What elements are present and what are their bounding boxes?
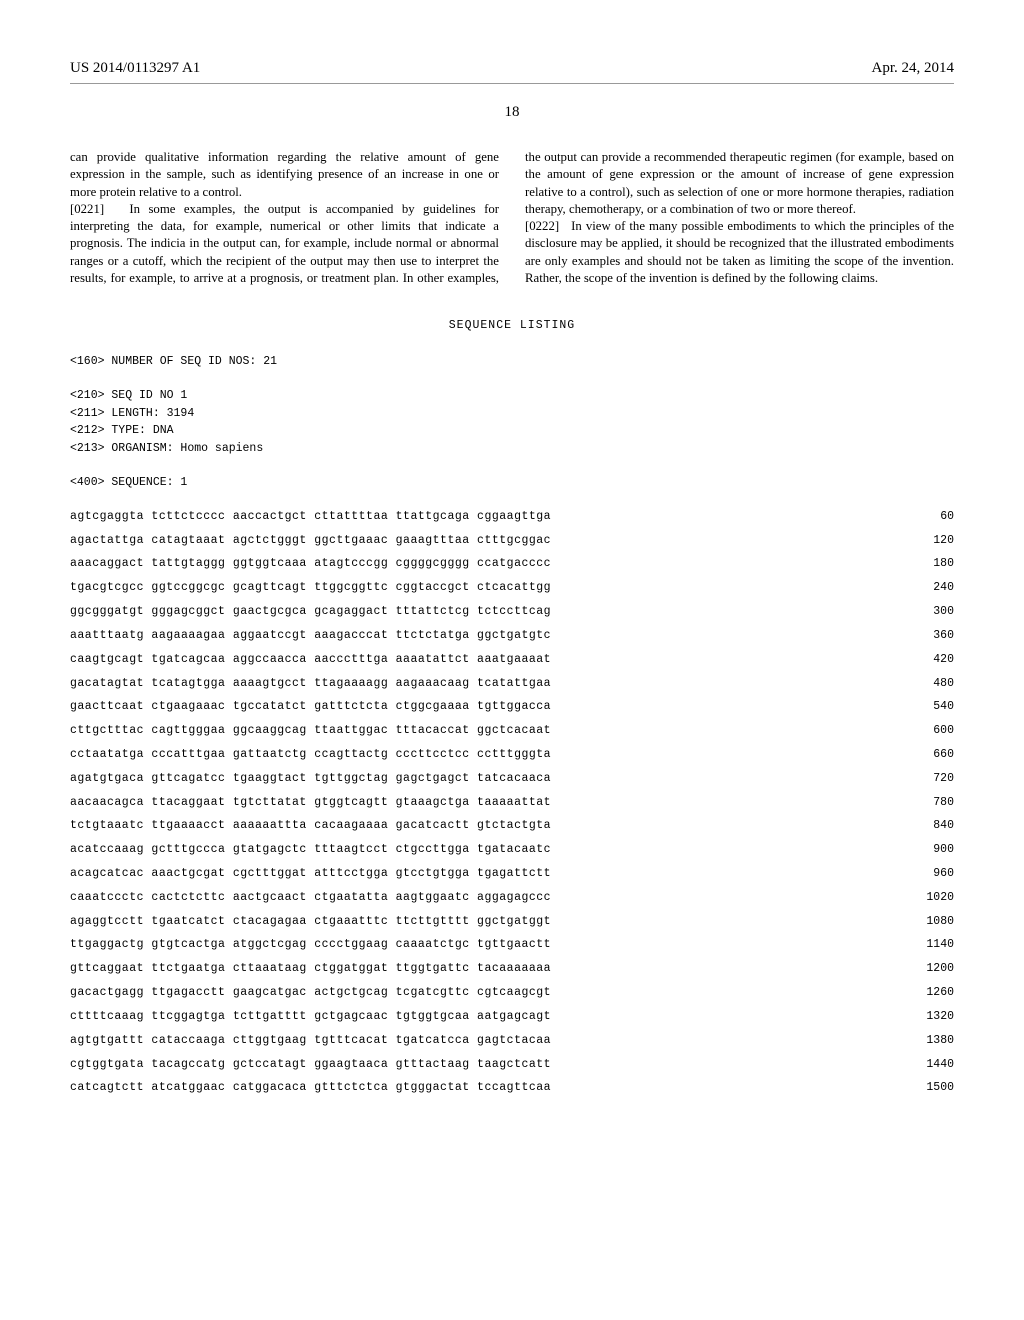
paragraph-text: can provide qualitative information rega… [70, 150, 499, 199]
paragraph-number: [0222] [525, 219, 559, 233]
sequence-data: agtgtgattt cataccaaga cttggtgaag tgtttca… [70, 1032, 551, 1050]
sequence-data: acatccaaag gctttgccca gtatgagctc tttaagt… [70, 841, 551, 859]
sequence-data: cttgctttac cagttgggaa ggcaaggcag ttaattg… [70, 722, 551, 740]
sequence-position: 600 [910, 722, 954, 740]
sequence-position: 300 [910, 603, 954, 621]
sequence-position: 1140 [910, 936, 954, 954]
sequence-position: 60 [910, 508, 954, 526]
sequence-position: 1200 [910, 960, 954, 978]
sequence-data: gacatagtat tcatagtgga aaaagtgcct ttagaaa… [70, 675, 551, 693]
sequence-row: aaatttaatg aagaaaagaa aggaatccgt aaagacc… [70, 627, 954, 645]
sequence-row: agtgtgattt cataccaaga cttggtgaag tgtttca… [70, 1032, 954, 1050]
paragraph-text: In view of the many possible embodiments… [525, 219, 954, 285]
seq-meta-211: <211> LENGTH: 3194 [70, 405, 954, 423]
sequence-data: agaggtcctt tgaatcatct ctacagagaa ctgaaat… [70, 913, 551, 931]
sequence-data: caagtgcagt tgatcagcaa aggccaacca aaccctt… [70, 651, 551, 669]
sequence-data: agactattga catagtaaat agctctgggt ggcttga… [70, 532, 551, 550]
sequence-position: 840 [910, 817, 954, 835]
sequence-data: gaacttcaat ctgaagaaac tgccatatct gatttct… [70, 698, 551, 716]
sequence-position: 1320 [910, 1008, 954, 1026]
sequence-row: aaacaggact tattgtaggg ggtggtcaaa atagtcc… [70, 555, 954, 573]
sequence-row: agatgtgaca gttcagatcc tgaaggtact tgttggc… [70, 770, 954, 788]
seq-meta-213: <213> ORGANISM: Homo sapiens [70, 440, 954, 458]
sequence-data: agtcgaggta tcttctcccc aaccactgct cttattt… [70, 508, 551, 526]
sequence-position: 1500 [910, 1079, 954, 1097]
sequence-data-block: agtcgaggta tcttctcccc aaccactgct cttattt… [70, 508, 954, 1097]
seq-meta-210: <210> SEQ ID NO 1 [70, 387, 954, 405]
sequence-position: 1080 [910, 913, 954, 931]
sequence-data: aaatttaatg aagaaaagaa aggaatccgt aaagacc… [70, 627, 551, 645]
sequence-row: ttgaggactg gtgtcactga atggctcgag cccctgg… [70, 936, 954, 954]
body-text-columns: can provide qualitative information rega… [70, 149, 954, 287]
sequence-data: aaacaggact tattgtaggg ggtggtcaaa atagtcc… [70, 555, 551, 573]
sequence-row: acatccaaag gctttgccca gtatgagctc tttaagt… [70, 841, 954, 859]
sequence-data: cctaatatga cccatttgaa gattaatctg ccagtta… [70, 746, 551, 764]
sequence-data: tctgtaaatc ttgaaaacct aaaaaattta cacaaga… [70, 817, 551, 835]
sequence-data: aacaacagca ttacaggaat tgtcttatat gtggtca… [70, 794, 551, 812]
sequence-data: catcagtctt atcatggaac catggacaca gtttctc… [70, 1079, 551, 1097]
sequence-row: tctgtaaatc ttgaaaacct aaaaaattta cacaaga… [70, 817, 954, 835]
sequence-data: ttgaggactg gtgtcactga atggctcgag cccctgg… [70, 936, 551, 954]
sequence-data: agatgtgaca gttcagatcc tgaaggtact tgttggc… [70, 770, 551, 788]
sequence-row: cctaatatga cccatttgaa gattaatctg ccagtta… [70, 746, 954, 764]
paragraph-number: [0221] [70, 202, 104, 216]
patent-id: US 2014/0113297 A1 [70, 60, 200, 77]
sequence-position: 420 [910, 651, 954, 669]
header-divider [70, 83, 954, 84]
sequence-row: gaacttcaat ctgaagaaac tgccatatct gatttct… [70, 698, 954, 716]
sequence-row: ggcgggatgt gggagcggct gaactgcgca gcagagg… [70, 603, 954, 621]
sequence-position: 900 [910, 841, 954, 859]
sequence-row: gttcaggaat ttctgaatga cttaaataag ctggatg… [70, 960, 954, 978]
sequence-row: caagtgcagt tgatcagcaa aggccaacca aaccctt… [70, 651, 954, 669]
sequence-title: SEQUENCE LISTING [70, 317, 954, 335]
sequence-position: 1440 [910, 1056, 954, 1074]
sequence-row: agactattga catagtaaat agctctgggt ggcttga… [70, 532, 954, 550]
sequence-position: 660 [910, 746, 954, 764]
sequence-position: 1020 [910, 889, 954, 907]
seq-meta-212: <212> TYPE: DNA [70, 422, 954, 440]
page-number: 18 [70, 104, 954, 121]
sequence-listing: SEQUENCE LISTING <160> NUMBER OF SEQ ID … [70, 317, 954, 1097]
sequence-data: cgtggtgata tacagccatg gctccatagt ggaagta… [70, 1056, 551, 1074]
sequence-position: 1260 [910, 984, 954, 1002]
sequence-row: cttgctttac cagttgggaa ggcaaggcag ttaattg… [70, 722, 954, 740]
sequence-position: 780 [910, 794, 954, 812]
sequence-row: catcagtctt atcatggaac catggacaca gtttctc… [70, 1079, 954, 1097]
sequence-row: acagcatcac aaactgcgat cgctttggat atttcct… [70, 865, 954, 883]
sequence-row: cgtggtgata tacagccatg gctccatagt ggaagta… [70, 1056, 954, 1074]
sequence-row: agtcgaggta tcttctcccc aaccactgct cttattt… [70, 508, 954, 526]
sequence-row: aacaacagca ttacaggaat tgtcttatat gtggtca… [70, 794, 954, 812]
sequence-data: acagcatcac aaactgcgat cgctttggat atttcct… [70, 865, 551, 883]
sequence-data: tgacgtcgcc ggtccggcgc gcagttcagt ttggcgg… [70, 579, 551, 597]
sequence-position: 1380 [910, 1032, 954, 1050]
sequence-row: agaggtcctt tgaatcatct ctacagagaa ctgaaat… [70, 913, 954, 931]
sequence-position: 720 [910, 770, 954, 788]
sequence-data: gttcaggaat ttctgaatga cttaaataag ctggatg… [70, 960, 551, 978]
sequence-position: 540 [910, 698, 954, 716]
sequence-position: 480 [910, 675, 954, 693]
sequence-position: 960 [910, 865, 954, 883]
sequence-position: 240 [910, 579, 954, 597]
seq-meta-160: <160> NUMBER OF SEQ ID NOS: 21 [70, 353, 954, 371]
sequence-data: gacactgagg ttgagacctt gaagcatgac actgctg… [70, 984, 551, 1002]
sequence-data: caaatccctc cactctcttc aactgcaact ctgaata… [70, 889, 551, 907]
sequence-row: tgacgtcgcc ggtccggcgc gcagttcagt ttggcgg… [70, 579, 954, 597]
sequence-position: 180 [910, 555, 954, 573]
sequence-row: caaatccctc cactctcttc aactgcaact ctgaata… [70, 889, 954, 907]
sequence-row: cttttcaaag ttcggagtga tcttgatttt gctgagc… [70, 1008, 954, 1026]
sequence-data: ggcgggatgt gggagcggct gaactgcgca gcagagg… [70, 603, 551, 621]
sequence-row: gacactgagg ttgagacctt gaagcatgac actgctg… [70, 984, 954, 1002]
seq-meta-400: <400> SEQUENCE: 1 [70, 474, 954, 492]
sequence-position: 120 [910, 532, 954, 550]
sequence-row: gacatagtat tcatagtgga aaaagtgcct ttagaaa… [70, 675, 954, 693]
sequence-position: 360 [910, 627, 954, 645]
sequence-data: cttttcaaag ttcggagtga tcttgatttt gctgagc… [70, 1008, 551, 1026]
publication-date: Apr. 24, 2014 [872, 60, 955, 77]
